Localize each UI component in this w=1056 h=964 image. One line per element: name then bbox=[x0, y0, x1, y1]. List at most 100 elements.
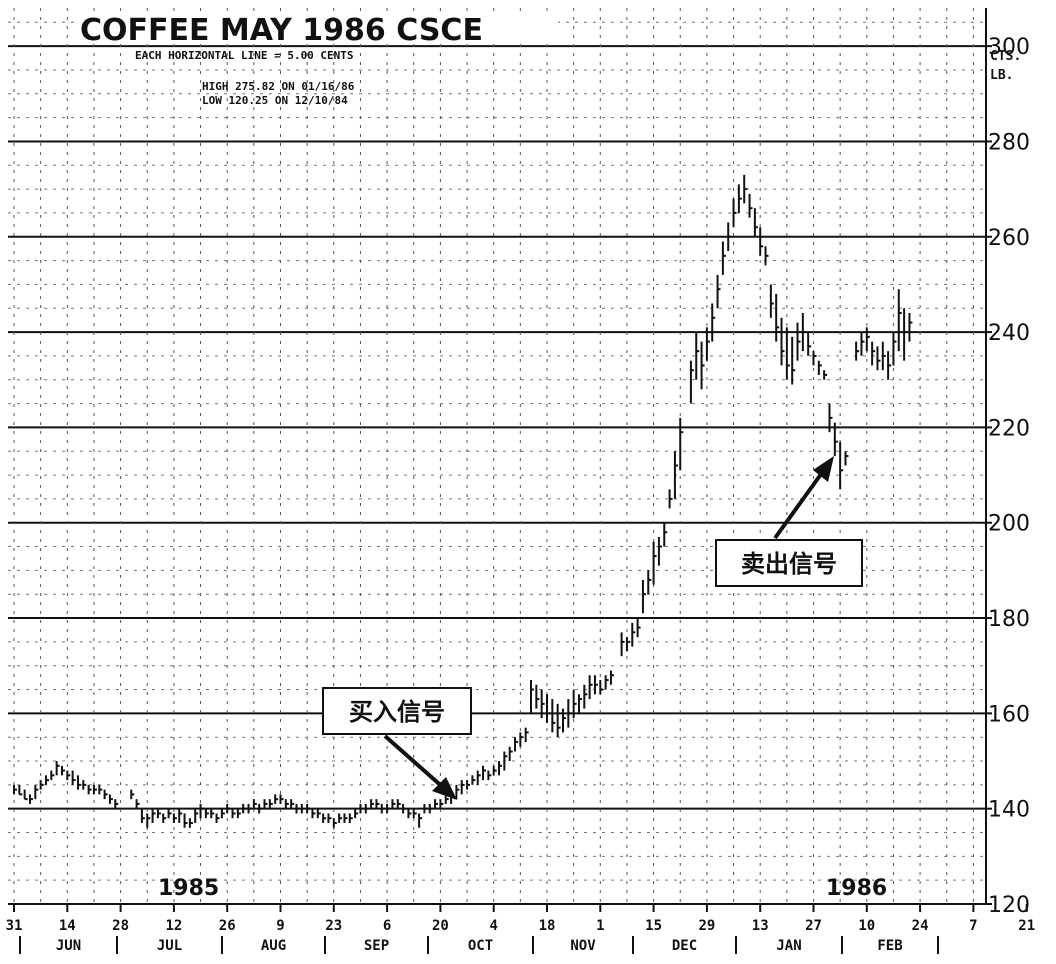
price-bar bbox=[172, 813, 177, 823]
x-tick-label: 28 bbox=[112, 918, 129, 934]
price-bar bbox=[540, 689, 545, 719]
chart-axes bbox=[8, 8, 987, 905]
y-tick-label: 220 bbox=[988, 416, 1030, 441]
sell-signal-box bbox=[715, 539, 863, 587]
price-bar bbox=[551, 699, 556, 733]
price-bar bbox=[785, 327, 790, 380]
price-bar bbox=[833, 422, 838, 456]
price-bar bbox=[402, 803, 407, 814]
price-bar bbox=[631, 622, 636, 647]
price-bar bbox=[338, 813, 343, 823]
price-bar bbox=[599, 680, 604, 695]
y-tick-label: 240 bbox=[988, 321, 1030, 346]
price-bar bbox=[636, 618, 641, 638]
price-bar bbox=[311, 808, 316, 819]
price-bar bbox=[466, 780, 471, 790]
price-bar bbox=[178, 808, 183, 823]
month-label: NOV bbox=[570, 938, 596, 954]
price-bar bbox=[215, 813, 220, 823]
price-bar bbox=[865, 327, 870, 352]
price-bar bbox=[183, 813, 188, 828]
price-bar bbox=[625, 637, 630, 652]
price-bar bbox=[295, 803, 300, 814]
price-bar bbox=[561, 708, 566, 733]
price-bar bbox=[151, 808, 156, 823]
price-bar bbox=[332, 818, 337, 828]
price-bar bbox=[418, 813, 423, 828]
price-bar bbox=[455, 784, 460, 800]
y-tick-label: 180 bbox=[988, 607, 1030, 632]
price-bar bbox=[204, 808, 209, 819]
price-bar bbox=[508, 746, 513, 762]
price-bar bbox=[306, 803, 311, 814]
price-bar bbox=[641, 579, 646, 614]
x-tick-labels: 311428122692362041811529132710247217 bbox=[6, 904, 1035, 934]
price-bar bbox=[370, 799, 375, 809]
price-bar bbox=[44, 775, 49, 785]
price-bar bbox=[279, 794, 284, 804]
price-bar bbox=[23, 789, 28, 801]
price-bar bbox=[76, 775, 81, 790]
price-bar bbox=[98, 784, 103, 795]
month-label: JAN bbox=[776, 938, 801, 954]
price-bar bbox=[471, 775, 476, 785]
price-bar bbox=[199, 803, 204, 819]
x-tick-label: 1 bbox=[596, 918, 604, 934]
price-bar bbox=[535, 684, 540, 709]
month-label: AUG bbox=[261, 938, 286, 954]
price-bar bbox=[620, 632, 625, 657]
price-bar bbox=[108, 794, 113, 804]
x-tick-label: 15 bbox=[645, 918, 662, 934]
price-bar bbox=[28, 794, 33, 804]
month-label: JUN bbox=[56, 938, 81, 954]
buy-signal-label: 买入信号 bbox=[349, 698, 445, 726]
price-bar bbox=[817, 360, 822, 375]
price-bar bbox=[375, 799, 380, 809]
price-bar bbox=[769, 284, 774, 318]
price-bar bbox=[588, 675, 593, 700]
price-bar bbox=[428, 803, 433, 814]
x-tick-label: 12 bbox=[165, 918, 182, 934]
x-tick-label: 29 bbox=[698, 918, 715, 934]
price-bar bbox=[647, 570, 652, 595]
x-tick-label: 27 bbox=[805, 918, 822, 934]
price-bar bbox=[103, 789, 108, 800]
low-text: LOW 120.25 ON 12/10/84 bbox=[202, 94, 348, 107]
price-bar bbox=[71, 770, 76, 785]
price-bar bbox=[519, 732, 524, 747]
price-bar bbox=[700, 341, 705, 390]
price-bar bbox=[775, 293, 780, 342]
price-bar bbox=[652, 541, 657, 585]
buy-signal-arrow-shaft bbox=[383, 734, 448, 792]
price-bar bbox=[663, 522, 668, 547]
price-bar bbox=[679, 417, 684, 471]
price-bar bbox=[359, 803, 364, 814]
unit-label-cts: CTS. bbox=[990, 49, 1021, 64]
price-bar bbox=[354, 808, 359, 819]
price-bar bbox=[114, 799, 119, 809]
price-bar bbox=[322, 813, 327, 823]
price-bar bbox=[567, 699, 572, 728]
year-label-1985: 1985 bbox=[158, 876, 219, 901]
price-bar bbox=[135, 799, 140, 809]
sell-signal-label: 卖出信号 bbox=[741, 550, 837, 578]
price-bar bbox=[498, 761, 503, 776]
price-bar bbox=[711, 303, 716, 342]
buy-signal-annotation: 买入信号 bbox=[322, 687, 472, 800]
price-bar bbox=[364, 803, 369, 814]
price-bar bbox=[689, 360, 694, 404]
month-labels: JUN JUL AUG SEP OCT NOV DEC JAN FEB bbox=[19, 936, 939, 954]
price-bar bbox=[716, 274, 721, 309]
price-bar bbox=[343, 813, 348, 823]
price-bar bbox=[140, 808, 145, 823]
price-bar bbox=[903, 308, 908, 361]
price-bar bbox=[348, 813, 353, 823]
price-bar bbox=[695, 332, 700, 380]
month-label: OCT bbox=[468, 938, 493, 954]
x-tick-label: 10 bbox=[858, 918, 875, 934]
x-tick-label: 14 bbox=[59, 918, 76, 934]
price-bar bbox=[268, 799, 273, 809]
x-tick-label: 23 bbox=[325, 918, 342, 934]
price-bar bbox=[434, 799, 439, 809]
